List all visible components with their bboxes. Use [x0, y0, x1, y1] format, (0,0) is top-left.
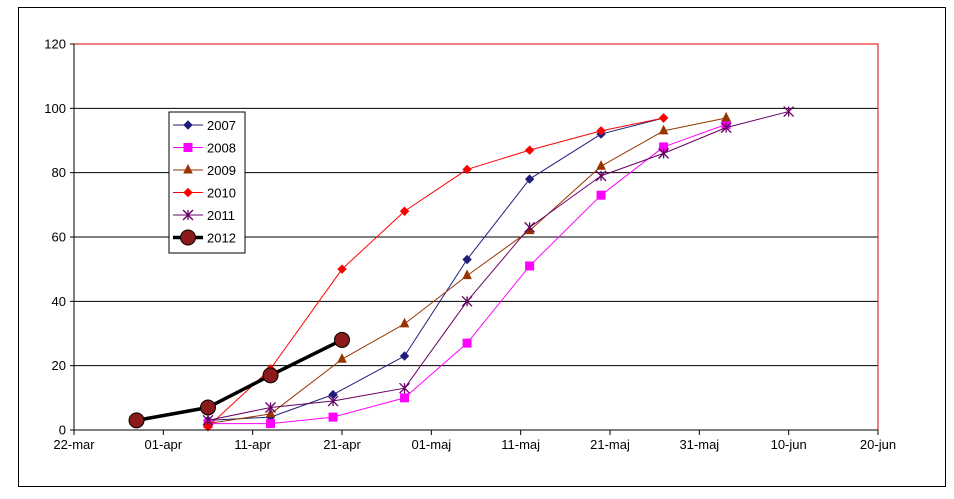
point-2010	[524, 145, 535, 155]
point-2009	[265, 407, 276, 418]
point-2007	[399, 351, 410, 361]
point-2011	[265, 402, 276, 413]
legend-label: 2007	[207, 118, 236, 133]
point-2008	[266, 419, 276, 429]
point-2008	[462, 338, 472, 348]
point-2012	[334, 331, 350, 348]
x-tick-label: 01-maj	[411, 437, 451, 452]
x-tick-label: 11-apr	[234, 437, 271, 452]
point-2012	[128, 412, 145, 429]
x-tick-label: 22-mar	[53, 437, 95, 452]
legend-item-2007: 2007	[173, 118, 236, 133]
x-tick-label: 01-apr	[145, 437, 183, 452]
series-line-2007	[207, 117, 664, 421]
y-tick-label: 100	[44, 101, 66, 116]
series-line-2010	[207, 117, 664, 428]
legend: 2007 2008 2009 2010 2011 2012	[168, 111, 246, 254]
point-2009	[462, 269, 472, 280]
point-2009	[658, 124, 669, 135]
x-tick-label: 20-jun	[860, 437, 896, 452]
point-2009	[337, 353, 347, 363]
point-2008	[400, 393, 410, 403]
legend-item-2011: 2011	[173, 208, 235, 223]
legend-label: 2012	[207, 231, 236, 246]
point-2010	[203, 422, 213, 432]
series-line-2011	[207, 111, 789, 421]
point-2012	[262, 367, 279, 384]
point-2010	[658, 113, 669, 123]
legend-item-2012: 2012	[173, 229, 236, 246]
legend-label: 2009	[207, 163, 236, 178]
point-2011	[595, 170, 607, 182]
series-layer	[128, 106, 795, 432]
legend-label: 2010	[207, 186, 236, 201]
legend-label: 2008	[207, 141, 236, 156]
series-2008	[203, 119, 731, 429]
legend-marker	[183, 163, 193, 174]
point-2009	[596, 160, 606, 170]
x-tick-label: 31-maj	[679, 437, 719, 452]
point-2012	[200, 399, 216, 416]
chart-frame: 0 20 40 60 80 100 120 22-mar 01-apr 11-apr 21-apr 0…	[18, 7, 946, 487]
y-tick-label: 120	[44, 37, 66, 52]
point-2007	[462, 254, 472, 265]
point-2011	[720, 122, 732, 134]
legend-item-2010: 2010	[173, 186, 236, 201]
legend-marker	[183, 143, 193, 152]
point-2010	[399, 206, 410, 216]
point-2011	[783, 106, 795, 118]
legend-marker	[180, 229, 196, 246]
point-2011	[658, 147, 670, 159]
y-tick-label: 40	[52, 294, 66, 309]
series-2010	[203, 113, 669, 432]
legend-box	[168, 111, 246, 254]
series-2009	[203, 111, 731, 428]
point-2011	[327, 395, 339, 407]
point-2011	[202, 414, 214, 426]
legend-item-2009: 2009	[173, 163, 236, 178]
legend-marker	[183, 120, 193, 130]
line-chart: 0 20 40 60 80 100 120 22-mar 01-apr 11-apr 21-apr 0…	[44, 37, 896, 453]
point-2011	[461, 295, 473, 307]
x-tick-label: 10-jun	[771, 437, 807, 452]
legend-marker	[183, 187, 193, 198]
point-2008	[525, 261, 535, 271]
legend-marker	[182, 209, 194, 221]
y-tick-label: 80	[52, 165, 66, 180]
point-2010	[596, 126, 606, 136]
series-2011	[202, 106, 795, 426]
y-tick-label: 20	[52, 358, 66, 373]
legend-item-2008: 2008	[173, 141, 236, 156]
series-2012	[128, 331, 350, 429]
x-tick-label: 11-maj	[501, 437, 540, 452]
point-2008	[328, 412, 338, 422]
legend-label: 2011	[207, 208, 235, 223]
y-tick-label: 60	[52, 230, 66, 245]
point-2008	[596, 190, 606, 200]
y-tick-label: 0	[59, 423, 66, 438]
x-tick-label: 21-apr	[323, 437, 361, 452]
axes: 0 20 40 60 80 100 120 22-mar 01-apr 11-apr 21-apr 0…	[44, 37, 896, 453]
point-2009	[399, 317, 410, 328]
point-2007	[524, 174, 535, 184]
x-tick-label: 21-maj	[590, 437, 630, 452]
point-2011	[399, 382, 410, 394]
series-line-2012	[136, 338, 343, 423]
point-2010	[462, 164, 472, 175]
point-2011	[524, 221, 536, 233]
point-2009	[721, 111, 731, 122]
point-2010	[337, 264, 347, 274]
